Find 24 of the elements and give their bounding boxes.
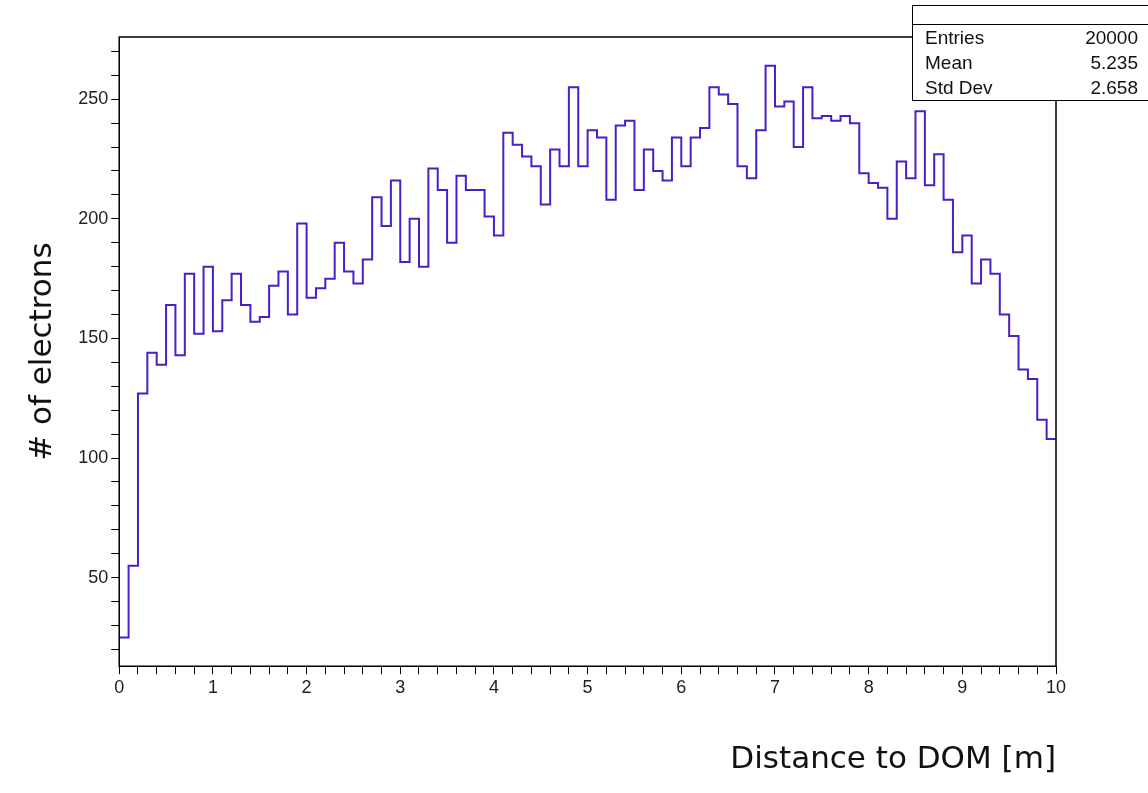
x-tick-label: 6	[676, 676, 687, 697]
x-tick-label: 10	[1045, 676, 1067, 697]
x-axis-title: Distance to DOM [m]	[730, 739, 1056, 776]
y-tick-label: 50	[88, 566, 109, 587]
y-tick-label: 250	[78, 88, 109, 109]
y-tick-label: 200	[78, 207, 109, 228]
text: 20000	[1085, 26, 1138, 50]
x-tick-label: 5	[582, 676, 593, 697]
annotation: Std Dev	[925, 76, 993, 100]
annotation: Entries	[925, 26, 985, 50]
y-axis-title: # of electrons	[21, 242, 58, 461]
y-tick-label: 100	[78, 447, 109, 468]
text: 2.658	[1090, 76, 1138, 100]
x-tick-label: 4	[488, 676, 499, 697]
annotation: Mean	[925, 51, 973, 75]
x-tick-label: 2	[301, 676, 312, 697]
y-tick-label: 150	[78, 327, 109, 348]
x-tick-label: 3	[395, 676, 406, 697]
text: 5.235	[1090, 51, 1138, 75]
x-tick-label: 9	[957, 676, 968, 697]
x-tick-label: 0	[114, 676, 125, 697]
x-tick-label: 7	[769, 676, 780, 697]
x-tick-label: 8	[863, 676, 874, 697]
x-tick-label: 1	[207, 676, 218, 697]
